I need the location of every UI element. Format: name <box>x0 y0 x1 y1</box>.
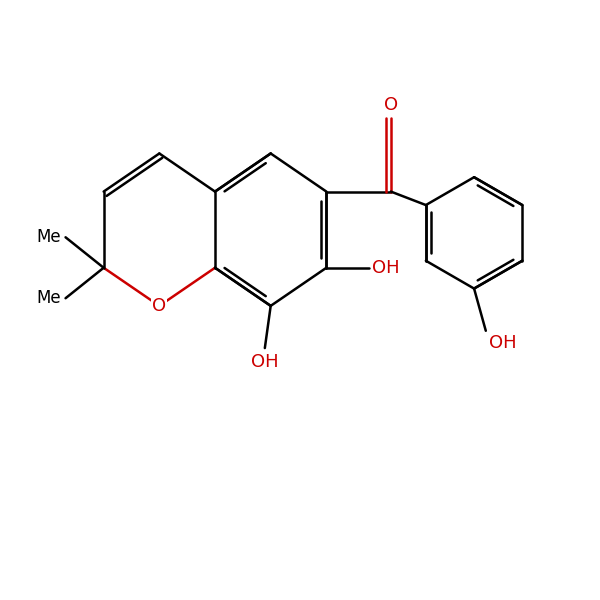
Text: O: O <box>152 297 166 315</box>
Text: OH: OH <box>251 353 278 371</box>
Text: OH: OH <box>490 334 517 352</box>
Text: OH: OH <box>372 259 400 277</box>
Text: O: O <box>384 95 398 113</box>
Text: Me: Me <box>36 228 61 246</box>
Text: Me: Me <box>36 289 61 307</box>
